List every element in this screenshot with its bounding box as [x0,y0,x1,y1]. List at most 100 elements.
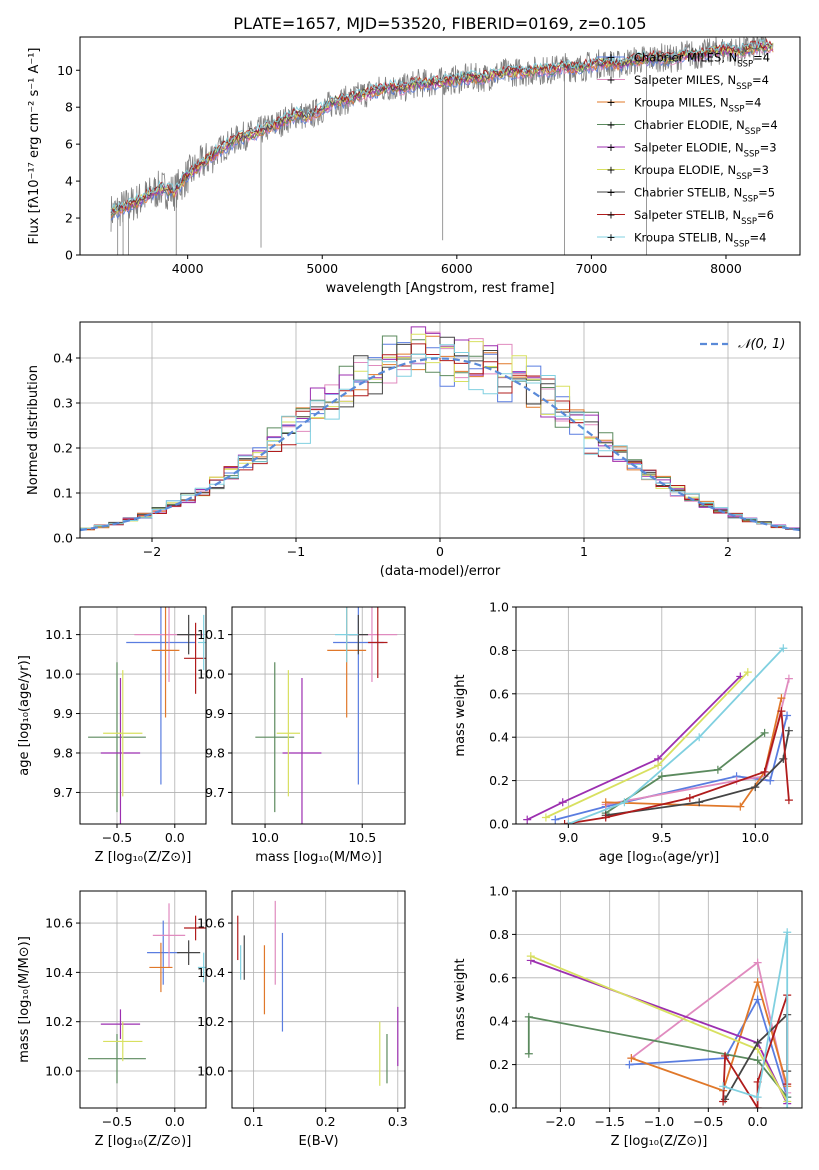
x-axis-label: Z [log₁₀(Z/Z⊙)] [611,1134,708,1149]
panel-age_vs_mass: 10.0 10.5 9.7 9.8 9.9 10.0 10.1 mass [log₁₀(M/M… [197,606,406,865]
y-tick-label: 10.4 [197,965,225,980]
legend-marker: + [606,231,615,244]
weight-marker-chabrier-elodie [524,1012,533,1021]
normal-pdf-curve [80,357,800,532]
x-tick-label: 9.5 [652,830,672,845]
y-tick-label: 0.8 [489,643,509,658]
legend-entry-chabrier-elodie: Chabrier ELODIE, NSSP=4 [634,118,778,137]
weight-marker-chabrier-stelib [695,798,704,807]
y-tick-label: 1.0 [489,884,509,899]
x-tick-label: 10.5 [348,830,376,845]
weight-line-salpeter-stelib [564,710,790,824]
x-tick-label: −1 [287,544,305,559]
y-axis-label: mass weight [453,674,468,756]
axes-frame [79,606,207,825]
weight-marker-kroupa-stelib [695,733,704,742]
weight-marker-kroupa-elodie [541,813,550,822]
y-tick-label: 0.6 [489,686,509,701]
legend-marker: + [606,209,615,222]
weight-marker-chabrier-stelib [753,1038,762,1047]
legend-entry-kroupa-elodie: Kroupa ELODIE, NSSP=3 [634,163,769,182]
x-axis-label: E(B-V) [298,1134,338,1149]
model-spectrum-kroupa-stelib [110,38,774,213]
weight-line-salpeter-miles [630,961,789,1093]
weight-line-chabrier-elodie [527,1015,788,1098]
x-tick-label: 0.3 [388,1114,408,1129]
x-tick-label: 0.0 [748,1114,768,1129]
plot-area [80,326,800,538]
x-axis-label: Z [log₁₀(Z/Z⊙)] [95,850,192,865]
weight-line-salpeter-elodie [526,675,741,821]
weight-marker-salpeter-stelib [784,796,793,805]
y-tick-label: 10.6 [45,916,73,931]
x-tick-label: 0.1 [244,1114,264,1129]
legend-marker: + [606,141,615,154]
y-tick-label: 0 [65,248,73,263]
legend-marker: + [606,119,615,132]
y-axis-label: mass [log₁₀(M/M⊙)] [17,936,32,1063]
y-tick-label: 4 [65,174,73,189]
weight-line-kroupa-stelib [722,932,789,1108]
x-axis-label: Z [log₁₀(Z/Z⊙)] [95,1134,192,1149]
x-tick-label: 9.0 [558,830,578,845]
weight-marker-kroupa-elodie [526,952,535,961]
y-tick-label: 0.0 [489,817,509,832]
weight-marker-salpeter-stelib [777,707,786,716]
weight-marker-salpeter-elodie [558,798,567,807]
y-tick-label: 1.0 [489,600,509,615]
axes-frame [515,606,803,825]
y-tick-label: 9.9 [205,706,225,721]
weight-marker-salpeter-stelib [685,793,694,802]
legend-entry-salpeter-miles: Salpeter MILES, NSSP=4 [634,73,769,92]
weight-marker-kroupa-miles [601,798,610,807]
legend-entry-kroupa-stelib: Kroupa STELIB, NSSP=4 [634,231,766,250]
panel-weight_vs_Z: −2.0 −1.5 −1.0 −0.5 0.0 0.0 0.2 0.4 0.6 0.8 1.0 Z [… [453,884,803,1149]
legend-marker: + [606,186,615,199]
axes-frame [231,606,406,825]
y-tick-label: 10.0 [45,667,73,682]
figure-title: PLATE=1657, MJD=53520, FIBERID=0169, z=0… [233,14,646,33]
x-tick-label: −1.0 [644,1114,674,1129]
legend-entry-salpeter-stelib: Salpeter STELIB, NSSP=6 [634,208,774,227]
weight-marker-kroupa-stelib [719,1082,728,1091]
panel-mass_vs_ebv: 0.1 0.2 0.3 10.0 10.2 10.4 10.6 E(B-V) [197,890,408,1149]
y-tick-label: 2 [65,211,73,226]
y-tick-label: 10.0 [197,1064,225,1079]
y-axis-label: Flux [fλ10⁻¹⁷ erg cm⁻² s⁻¹ A⁻¹] [27,48,42,245]
plot-area [524,928,792,1108]
y-tick-label: 10.1 [197,627,225,642]
weight-marker-chabrier-miles [625,1060,634,1069]
x-axis-label: wavelength [Angstrom, rest frame] [326,281,555,296]
weight-marker-salpeter-stelib [721,1051,730,1060]
weight-marker-salpeter-stelib [719,1097,728,1106]
y-tick-label: 9.8 [205,745,225,760]
weight-marker-chabrier-elodie [524,1049,533,1058]
weight-marker-salpeter-stelib [560,820,569,824]
y-axis-label: Normed distribution [26,365,41,495]
x-tick-label: 6000 [441,261,473,276]
plot-area [523,644,793,824]
weight-marker-chabrier-miles [551,815,560,824]
legend-marker: + [606,96,615,109]
panel-residuals: −2 −1 0 1 2 0.0 0.1 0.2 0.3 0.4 (data-model)/error… [26,321,801,579]
y-tick-label: 0.6 [489,970,509,985]
weight-marker-kroupa-miles [736,802,745,811]
weight-line-kroupa-stelib [567,647,784,824]
x-tick-label: 8000 [710,261,742,276]
legend-entry-chabrier-miles: Chabrier MILES, NSSP=4 [634,51,770,70]
weight-marker-kroupa-miles [753,978,762,987]
y-axis-label: mass weight [453,958,468,1040]
weight-marker-chabrier-elodie [657,772,666,781]
x-axis-label: mass [log₁₀(M/M⊙)] [255,850,382,865]
weight-marker-kroupa-elodie [743,668,752,677]
y-tick-label: 0.4 [489,730,509,745]
y-tick-label: 10.6 [197,916,225,931]
y-tick-label: 10.2 [45,1014,73,1029]
weight-marker-chabrier-elodie [713,765,722,774]
axes-frame [79,890,207,1109]
x-tick-label: −0.5 [102,1114,132,1129]
legend-entry-salpeter-elodie: Salpeter ELODIE, NSSP=3 [634,141,777,160]
weight-marker-kroupa-stelib [564,820,573,824]
y-axis-label: age [log₁₀(age/yr)] [17,655,32,776]
